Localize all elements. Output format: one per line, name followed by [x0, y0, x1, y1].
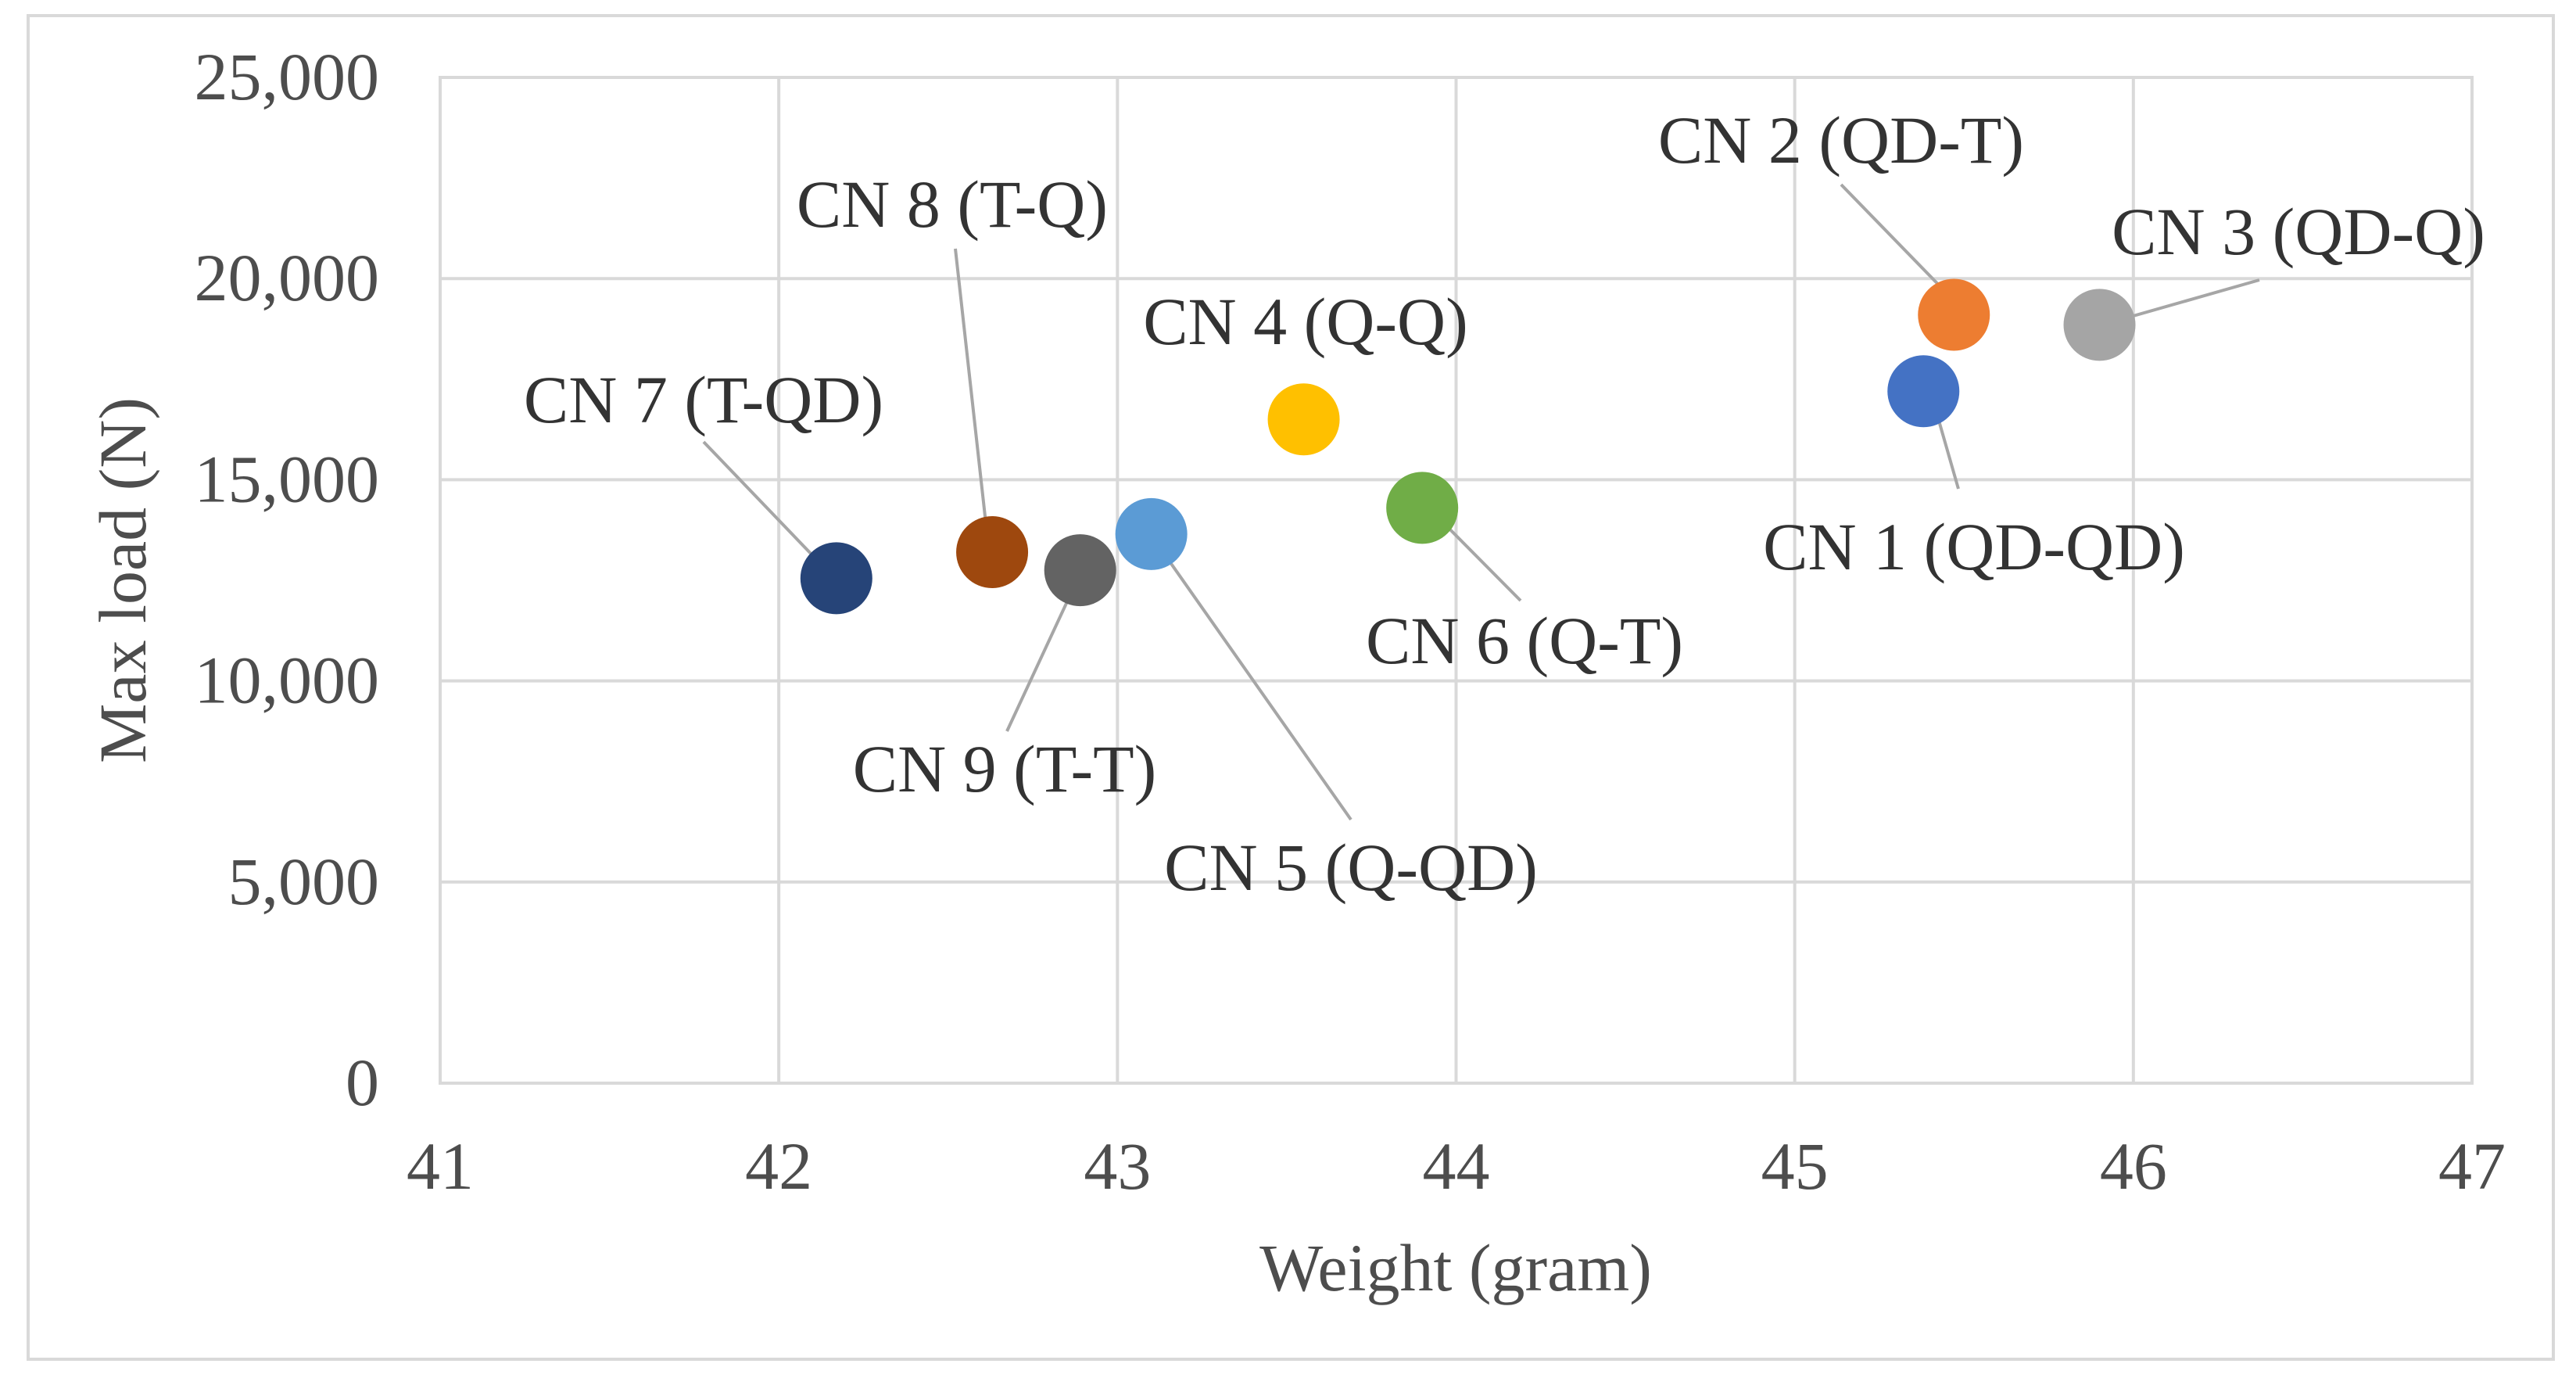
y-axis-title: Max load (N) [85, 397, 160, 763]
y-tick-label: 0 [346, 1045, 379, 1120]
data-point-2 [1918, 278, 1990, 351]
data-point-7 [800, 542, 872, 615]
y-tick-label: 5,000 [228, 844, 380, 919]
x-tick-label: 47 [2438, 1129, 2506, 1204]
data-point-5 [1115, 497, 1188, 570]
plot-area [439, 76, 2474, 1085]
x-tick-label: 46 [2100, 1129, 2167, 1204]
x-axis-title: Weight (gram) [1259, 1230, 1652, 1305]
point-label-4: CN 4 (Q-Q) [1143, 284, 1468, 359]
gridlines [440, 76, 2474, 1083]
point-label-6: CN 6 (Q-T) [1366, 603, 1683, 678]
y-axis-ticks: 0 5,000 10,000 15,000 20,000 25,000 [195, 39, 380, 1120]
x-tick-label: 42 [745, 1129, 812, 1204]
point-label-9: CN 9 (T-T) [853, 731, 1157, 806]
point-labels: CN 1 (QD-QD) CN 2 (QD-T) CN 3 (QD-Q) CN 4 (… [524, 102, 2485, 905]
y-tick-label: 25,000 [195, 39, 380, 114]
y-tick-label: 20,000 [195, 240, 380, 315]
point-label-2: CN 2 (QD-T) [1658, 102, 2024, 178]
leader-line [1840, 183, 1956, 303]
data-point-9 [1044, 534, 1116, 607]
x-tick-label: 41 [407, 1129, 474, 1204]
data-point-6 [1386, 472, 1459, 544]
point-label-8: CN 8 (T-Q) [797, 167, 1108, 242]
leader-line [1152, 536, 1352, 821]
point-label-1: CN 1 (QD-QD) [1763, 509, 2185, 584]
x-tick-label: 45 [1761, 1129, 1829, 1204]
data-point-4 [1267, 383, 1340, 456]
leader-line [954, 248, 991, 552]
point-label-3: CN 3 (QD-Q) [2112, 194, 2485, 269]
x-axis-ticks: 41 42 43 44 45 46 47 [407, 1129, 2506, 1204]
data-point-3 [2063, 289, 2136, 361]
y-tick-label: 15,000 [195, 441, 380, 516]
x-tick-label: 44 [1423, 1129, 1490, 1204]
data-points [800, 278, 2136, 615]
point-label-7: CN 7 (T-QD) [524, 362, 883, 437]
data-point-8 [956, 515, 1029, 588]
data-point-1 [1887, 355, 1960, 428]
point-label-5: CN 5 (Q-QD) [1164, 830, 1538, 905]
x-tick-label: 43 [1084, 1129, 1151, 1204]
y-tick-label: 10,000 [195, 643, 380, 718]
